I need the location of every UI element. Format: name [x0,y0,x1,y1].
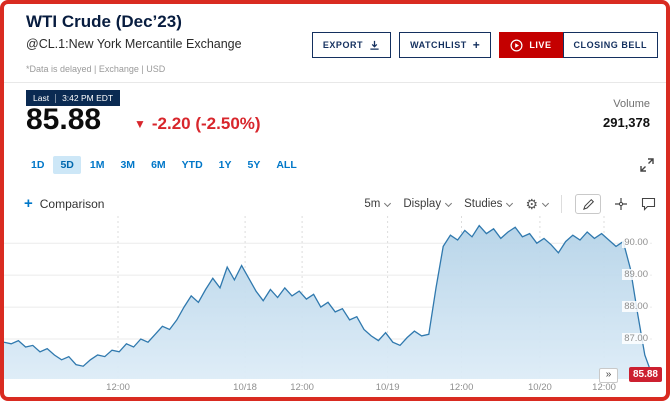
live-closing-bell-group: LIVE CLOSING BELL [499,32,658,58]
studies-label: Studies [464,198,503,210]
axis-collapse-button[interactable]: » [599,367,618,383]
chart-area: 85.88 » 90.00 89.00 88.00 87.00 12:00 10/18 12… [4,216,666,396]
play-icon [510,38,523,52]
change-value: -2.20 (-2.50%) [151,114,261,133]
instrument-subtitle: @CL.1:New York Mercantile Exchange [26,37,242,51]
data-delay-note: *Data is delayed | Exchange | USD [26,64,166,74]
interval-value: 5m [364,198,381,210]
crosshair-tool-button[interactable] [614,197,628,211]
y-axis-label: 88.00 [622,301,650,313]
toolbar-divider [561,195,562,213]
pencil-icon [582,198,594,210]
live-label: LIVE [529,40,552,50]
comments-button[interactable] [641,197,656,211]
studies-dropdown[interactable]: Studies [464,198,514,210]
badge-divider [55,93,57,103]
chevron-down-icon [445,199,453,207]
tab-ytd[interactable]: YTD [181,159,203,171]
tab-5y[interactable]: 5Y [247,159,261,171]
crosshair-icon [615,198,627,210]
last-price-tag: 85.88 [628,366,662,382]
watchlist-button[interactable]: WATCHLIST + [399,32,492,58]
download-icon [369,39,381,51]
export-button[interactable]: EXPORT [311,32,392,58]
comparison-button[interactable]: + Comparison [24,195,104,212]
tab-1y[interactable]: 1Y [218,159,232,171]
chevron-down-icon [506,199,514,207]
chevron-down-icon [541,199,550,207]
live-button[interactable]: LIVE [499,32,563,58]
time-range-tabs: 1D 5D 1M 3M 6M YTD 1Y 5Y ALL [24,156,304,174]
y-axis-label: 87.00 [622,333,650,345]
x-axis-label: 10/19 [375,382,400,393]
plus-icon: + [24,195,33,212]
y-axis-label: 90.00 [622,237,650,249]
gear-icon: ⚙ [525,196,538,212]
comparison-label: Comparison [39,196,105,211]
chart-toolbar: 5m Display Studies ⚙ [364,194,656,214]
x-axis-label: 12:00 [106,382,130,393]
tab-all[interactable]: ALL [276,159,297,171]
interval-dropdown[interactable]: 5m [364,198,392,210]
tab-5d[interactable]: 5D [53,156,81,174]
last-price: 85.88 [26,103,102,136]
display-label: Display [403,198,442,210]
x-axis-label: 10/18 [233,382,257,393]
y-axis-label: 89.00 [622,269,650,281]
fullscreen-expand-icon[interactable] [640,158,654,175]
tab-6m[interactable]: 6M [151,159,166,171]
volume-value: 291,378 [603,115,650,130]
closing-bell-label: CLOSING BELL [573,40,647,50]
settings-dropdown[interactable]: ⚙ [525,196,550,212]
price-chart[interactable] [4,216,666,379]
down-triangle-icon: ▼ [134,117,146,131]
volume-label: Volume [613,98,650,110]
tab-1d[interactable]: 1D [31,159,45,171]
last-time: 3:42 PM EDT [62,93,114,103]
page-title: WTI Crude (Dec’23) [26,12,182,31]
header-divider [4,82,666,83]
chat-bubble-icon [641,197,656,211]
display-dropdown[interactable]: Display [403,198,453,210]
chevron-down-icon [384,199,392,207]
watchlist-label: WATCHLIST [410,40,467,50]
last-time-badge: Last 3:42 PM EDT [26,90,121,106]
header-actions: EXPORT WATCHLIST + LIVE CLOSING BELL [311,32,658,58]
closing-bell-button[interactable]: CLOSING BELL [562,32,658,58]
last-label: Last [33,93,50,103]
x-axis-label: 10/20 [528,382,552,393]
tab-1m[interactable]: 1M [89,159,105,171]
plus-icon: + [472,38,481,52]
price-change: ▼ -2.20 (-2.50%) [134,114,261,134]
x-axis-label: 12:00 [592,382,616,393]
tab-3m[interactable]: 3M [120,159,136,171]
draw-tool-button[interactable] [575,194,601,214]
x-axis-label: 12:00 [449,382,474,393]
export-label: EXPORT [322,40,364,50]
x-axis-label: 12:00 [290,382,314,393]
